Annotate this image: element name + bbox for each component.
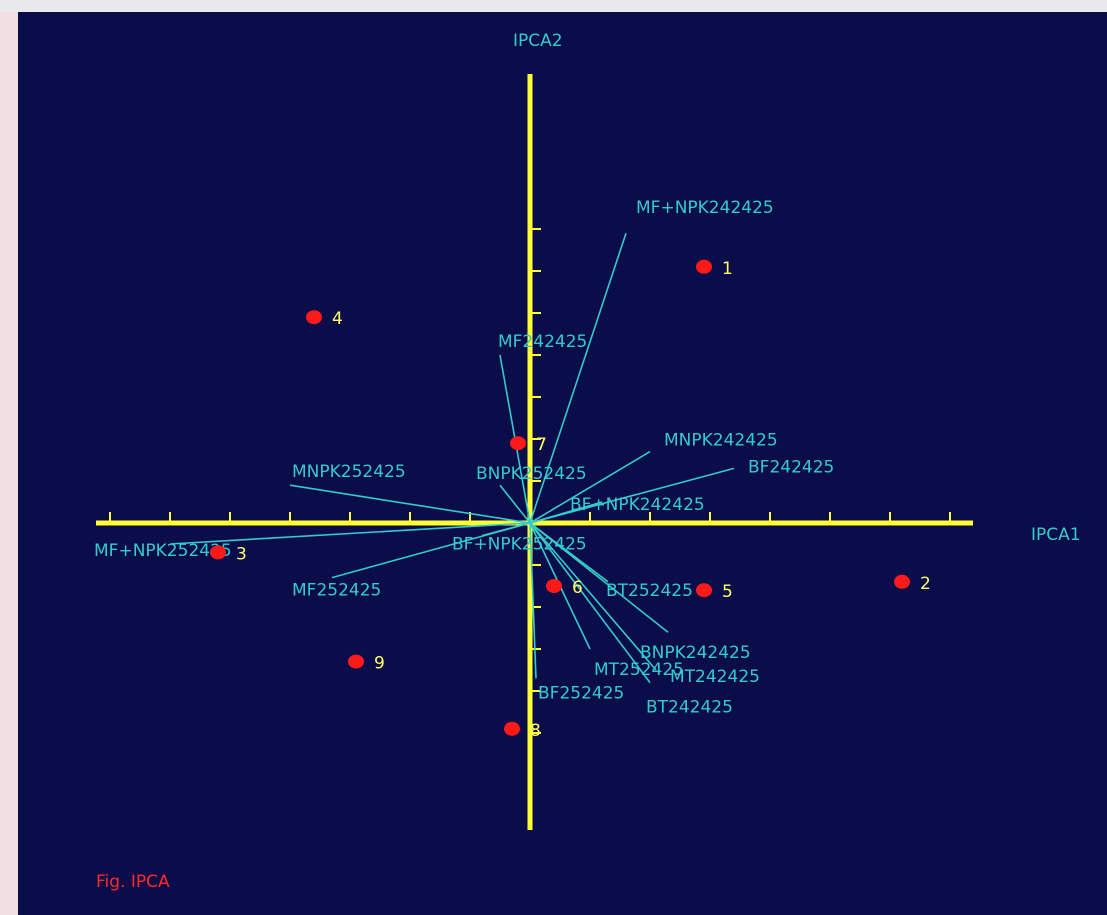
point-label: 9	[374, 654, 385, 674]
point-label: 4	[332, 309, 343, 329]
vector-label: MNPK242425	[664, 431, 778, 451]
point-label: 5	[722, 582, 733, 602]
vector-label: MF+NPK242425	[636, 198, 774, 218]
score-point	[546, 579, 562, 593]
vector-label: MT242425	[670, 667, 760, 687]
score-point	[696, 583, 712, 598]
vector-line	[529, 522, 651, 684]
point-label: 1	[722, 259, 733, 279]
biplot-panel: IPCA1 IPCA2 MF+NPK242425 MF242425 MNPK2424…	[18, 12, 1107, 915]
vector-line	[289, 484, 531, 524]
vector-label: BF242425	[748, 457, 834, 477]
x-axis-ticks	[109, 512, 951, 523]
vector-line	[529, 501, 603, 524]
point-label: 2	[920, 574, 931, 594]
vector-label: BT242425	[646, 698, 733, 718]
vector-label: BNPK242425	[640, 643, 751, 663]
figure-caption: Fig. IPCA	[96, 872, 170, 892]
vector-line	[529, 522, 669, 633]
variable-vectors: MF+NPK242425 MF242425 MNPK242425 BF242425 BN…	[94, 198, 834, 717]
vector-line	[529, 232, 627, 524]
score-point	[306, 310, 322, 325]
point-label: 7	[536, 435, 547, 455]
vector-label: BF+NPK242425	[570, 495, 705, 515]
vector-line	[499, 484, 531, 524]
vector-label: BF252425	[538, 683, 624, 703]
score-point	[348, 654, 364, 669]
point-label: 8	[530, 721, 541, 741]
y-axis-label: IPCA2	[513, 31, 563, 51]
vector-line	[529, 522, 537, 679]
vector-label: MT252425	[594, 660, 684, 680]
vector-line	[529, 450, 651, 524]
vector-line	[169, 522, 531, 545]
score-point	[504, 721, 520, 736]
x-axis-label: IPCA1	[1031, 525, 1081, 545]
vector-label: MNPK252425	[292, 462, 406, 482]
ipca-biplot: IPCA1 IPCA2 MF+NPK242425 MF242425 MNPK2424…	[94, 31, 1081, 892]
score-point	[510, 436, 526, 451]
point-label: 6	[572, 578, 583, 598]
vector-label: MF+NPK252425	[94, 541, 232, 561]
vector-label: BNPK252425	[476, 464, 587, 484]
vector-line	[529, 522, 657, 671]
score-point	[696, 259, 712, 274]
score-point	[210, 545, 226, 560]
vector-label: BT252425	[606, 581, 693, 601]
axes: IPCA1 IPCA2	[96, 31, 1081, 830]
vector-line	[331, 522, 531, 579]
vector-label: MF242425	[498, 332, 587, 352]
point-label: 3	[236, 544, 247, 564]
window-top-band	[0, 0, 1107, 12]
vector-label: MF252425	[292, 581, 381, 601]
score-points: 1 2 3 4 5 6 7 8 9	[210, 259, 931, 741]
score-point	[894, 574, 910, 589]
